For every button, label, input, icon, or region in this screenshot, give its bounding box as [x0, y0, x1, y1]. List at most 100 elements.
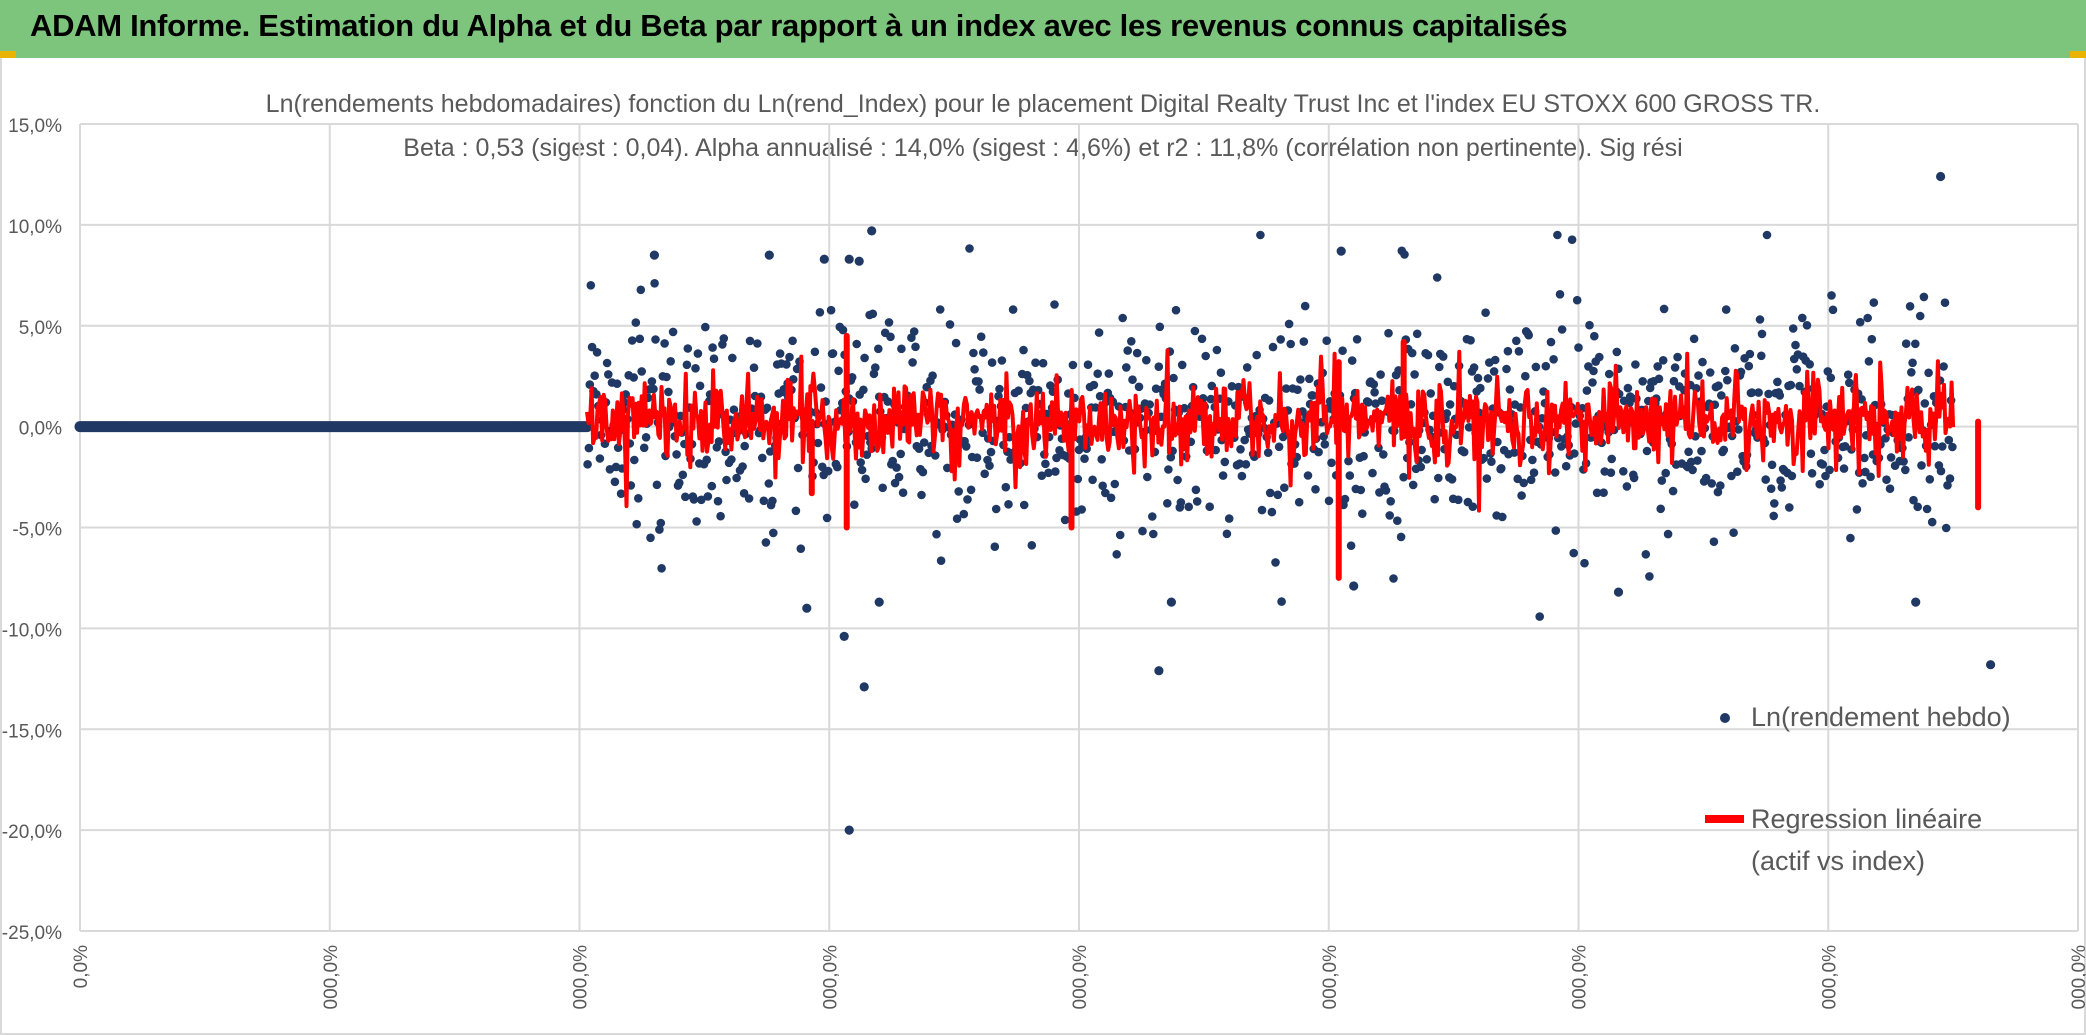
data-point — [1098, 481, 1107, 491]
data-point — [1863, 313, 1872, 323]
data-point — [649, 250, 660, 260]
data-point — [1138, 526, 1147, 536]
data-point — [1574, 343, 1583, 352]
data-point — [1184, 502, 1193, 512]
data-point — [1915, 311, 1925, 321]
data-point — [1073, 474, 1083, 484]
data-point — [664, 387, 673, 397]
data-point — [838, 325, 848, 335]
data-point — [1212, 345, 1222, 355]
data-point — [634, 494, 643, 503]
data-point — [1359, 451, 1368, 461]
data-point — [1909, 495, 1918, 505]
data-point — [1408, 480, 1418, 490]
data-point — [884, 318, 894, 327]
data-point — [965, 244, 974, 253]
data-point — [1885, 484, 1895, 494]
data-point — [917, 490, 926, 500]
data-point — [1767, 460, 1777, 470]
data-point — [995, 384, 1004, 394]
data-point — [1369, 380, 1379, 389]
data-point — [1869, 298, 1879, 307]
data-point — [646, 533, 655, 543]
data-point — [932, 529, 941, 539]
data-point — [1557, 325, 1567, 334]
data-point — [1709, 537, 1719, 546]
data-point — [744, 494, 754, 503]
data-point — [1264, 396, 1274, 405]
data-point — [1177, 360, 1187, 370]
data-point — [729, 405, 739, 415]
data-point — [1426, 389, 1435, 398]
x-tick-label: 0,0% — [71, 945, 92, 988]
data-point — [1668, 486, 1678, 496]
data-point — [1191, 485, 1201, 495]
data-point — [1400, 250, 1409, 259]
data-point — [979, 348, 988, 357]
data-point — [584, 443, 594, 453]
data-point — [1110, 479, 1120, 489]
data-point — [859, 385, 868, 395]
data-point — [1358, 509, 1367, 518]
data-point — [1629, 473, 1639, 483]
data-point — [861, 474, 870, 484]
data-point — [1517, 491, 1526, 500]
data-point — [816, 383, 826, 392]
data-point — [1265, 488, 1275, 498]
data-point — [675, 478, 684, 488]
data-point — [1653, 362, 1662, 371]
data-point — [1396, 532, 1406, 542]
data-point — [1218, 471, 1228, 480]
data-point — [1128, 375, 1137, 385]
data-point — [1201, 351, 1210, 361]
data-point — [1613, 587, 1624, 597]
data-point — [1941, 523, 1951, 533]
data-point — [928, 371, 937, 381]
data-point — [919, 438, 929, 447]
data-point — [1526, 475, 1536, 485]
data-point — [1509, 448, 1519, 457]
data-point — [1716, 481, 1725, 490]
data-point — [1384, 328, 1393, 338]
data-point — [1241, 460, 1251, 469]
data-point — [1555, 290, 1565, 299]
data-point — [847, 373, 857, 382]
data-point — [1088, 475, 1097, 485]
data-point — [1940, 298, 1950, 308]
data-point — [1755, 315, 1765, 324]
data-point — [1207, 381, 1217, 391]
data-point — [975, 385, 984, 394]
data-point — [627, 336, 637, 345]
data-point — [1553, 230, 1562, 240]
data-point — [1459, 447, 1469, 457]
data-point — [1930, 441, 1940, 451]
data-point — [1122, 363, 1131, 372]
data-point — [1905, 302, 1915, 311]
data-point — [1132, 348, 1142, 358]
data-point — [844, 254, 854, 264]
data-point — [1271, 558, 1280, 567]
data-point — [1273, 490, 1283, 500]
data-point — [1320, 440, 1330, 449]
data-point — [1399, 472, 1408, 482]
data-point — [909, 327, 919, 336]
data-point — [703, 492, 713, 501]
data-point — [1093, 369, 1102, 379]
data-point — [892, 463, 901, 472]
data-point — [657, 564, 666, 573]
data-point — [1449, 381, 1459, 391]
data-point — [1588, 378, 1597, 387]
data-point — [1619, 467, 1628, 476]
data-point — [701, 322, 710, 332]
data-point — [894, 472, 904, 482]
data-point — [826, 305, 836, 315]
data-point — [1149, 529, 1158, 539]
data-point — [697, 495, 706, 505]
regression-series — [585, 332, 1982, 581]
data-point — [1843, 370, 1853, 380]
data-point — [660, 339, 669, 348]
data-point — [1622, 482, 1632, 491]
data-point — [961, 442, 971, 451]
data-point — [871, 363, 880, 372]
data-point — [1434, 473, 1443, 483]
